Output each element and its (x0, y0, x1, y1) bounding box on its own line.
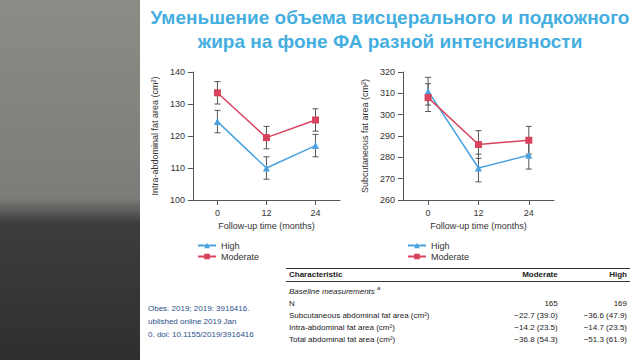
svg-text:290: 290 (380, 131, 395, 141)
html-text:165: 165 (544, 298, 558, 308)
html-text:High: High (609, 270, 627, 279)
svg-text:High: High (221, 241, 240, 251)
svg-text:0: 0 (426, 208, 431, 218)
html-text:−36.8 (54.3): −36.8 (54.3) (514, 334, 558, 344)
html-text:−51.3 (61.9): −51.3 (61.9) (583, 334, 627, 344)
svg-text:Follow-up time (months): Follow-up time (months) (430, 221, 527, 231)
svg-text:310: 310 (380, 88, 395, 98)
svg-text:Moderate: Moderate (221, 252, 259, 262)
svg-text:260: 260 (380, 195, 395, 205)
svg-text:Moderate: Moderate (431, 252, 469, 262)
svg-text:24: 24 (524, 208, 534, 218)
svg-text:110: 110 (171, 163, 185, 173)
svg-text:12: 12 (473, 208, 483, 218)
html-text:N: N (289, 298, 295, 308)
html-text:−14.2 (23.5): −14.2 (23.5) (514, 322, 558, 332)
html-text:Total abdominal fat area (cm²): Total abdominal fat area (cm²) (289, 334, 396, 344)
html-text:169: 169 (613, 298, 627, 308)
html-text:Obes. 2019; 2019: 3916416.: Obes. 2019; 2019: 3916416. (148, 304, 250, 313)
html-text:−22.7 (39.0): −22.7 (39.0) (514, 310, 558, 320)
html-text:Characteristic: Characteristic (289, 270, 343, 279)
html-text:Baseline measurementsa: Baseline measurementsa (289, 285, 381, 296)
html-text:Intra-abdominal fat area (cm²): Intra-abdominal fat area (cm²) (289, 322, 395, 332)
html-text:0. doi: 10.1155/2019/3916416: 0. doi: 10.1155/2019/3916416 (148, 330, 254, 339)
svg-text:130: 130 (170, 99, 185, 109)
html-text:Moderate: Moderate (522, 270, 558, 279)
svg-text:140: 140 (170, 67, 185, 77)
svg-text:120: 120 (170, 131, 185, 141)
svg-text:High: High (431, 241, 450, 251)
svg-text:Intra-abdominal fat area (cm²): Intra-abdominal fat area (cm²) (150, 76, 160, 195)
svg-text:300: 300 (380, 110, 395, 120)
svg-text:12: 12 (261, 208, 271, 218)
svg-text:Follow-up time (months): Follow-up time (months) (218, 221, 315, 231)
svg-text:0: 0 (215, 208, 220, 218)
svg-text:Subcutaneous fat area (cm²): Subcutaneous fat area (cm²) (360, 79, 370, 193)
svg-text:320: 320 (380, 67, 395, 77)
svg-text:24: 24 (310, 208, 320, 218)
html-text:Subcutaneous abdominal fat are: Subcutaneous abdominal fat area (cm²) (289, 310, 430, 320)
svg-text:270: 270 (380, 174, 395, 184)
html-text:ublished online 2019 Jan: ublished online 2019 Jan (148, 317, 237, 326)
html-text:−36.6 (47.9): −36.6 (47.9) (583, 310, 627, 320)
html-text:Уменьшение объема висцеральног: Уменьшение объема висцерального и подкож… (150, 7, 630, 28)
html-text:жира на фоне ФА разной интенси: жира на фоне ФА разной интенсивности (197, 31, 583, 52)
svg-text:280: 280 (380, 152, 395, 162)
svg-text:100: 100 (170, 195, 185, 205)
html-text:−14.7 (23.5): −14.7 (23.5) (583, 322, 627, 332)
